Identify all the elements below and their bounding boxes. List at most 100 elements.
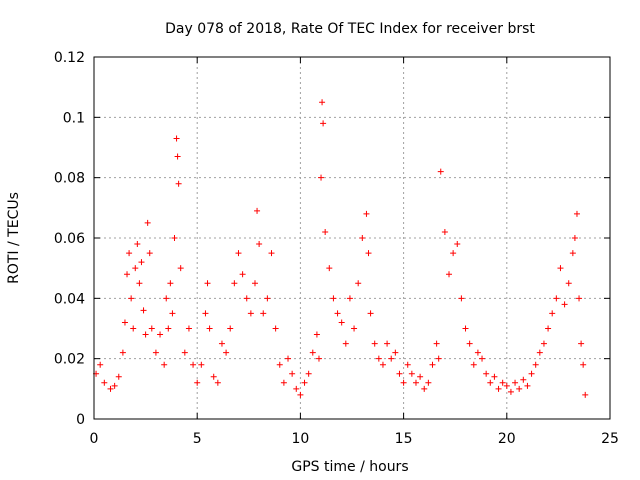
grid-lines (94, 57, 610, 419)
data-point (437, 168, 444, 175)
data-point (107, 385, 114, 392)
y-tick-label: 0.02 (54, 352, 85, 368)
data-point (185, 325, 192, 332)
data-point (342, 340, 349, 347)
data-point (408, 370, 415, 377)
data-point (305, 370, 312, 377)
data-point (206, 325, 213, 332)
data-point (264, 295, 271, 302)
data-point (367, 310, 374, 317)
data-point (346, 295, 353, 302)
data-point (175, 180, 182, 187)
data-point (375, 355, 382, 362)
data-point (429, 361, 436, 368)
data-point (315, 355, 322, 362)
data-point (101, 379, 108, 386)
data-point (190, 361, 197, 368)
data-point (330, 295, 337, 302)
data-point (243, 295, 250, 302)
data-point (495, 385, 502, 392)
data-point (115, 373, 122, 380)
data-point (487, 379, 494, 386)
data-point (174, 153, 181, 160)
data-point (119, 349, 126, 356)
x-axis-label: GPS time / hours (291, 459, 408, 475)
data-point (177, 265, 184, 272)
data-point (371, 340, 378, 347)
data-point (576, 295, 583, 302)
data-point (289, 370, 296, 377)
data-point (571, 235, 578, 241)
data-point (309, 349, 316, 356)
data-point (446, 271, 453, 278)
data-point (379, 361, 386, 368)
data-point (134, 241, 141, 248)
data-point (549, 310, 556, 317)
data-point (126, 250, 133, 257)
data-point (214, 379, 221, 386)
data-point (136, 280, 143, 287)
data-point (421, 385, 428, 392)
data-point (254, 207, 261, 214)
data-point (167, 280, 174, 287)
data-point (165, 325, 172, 332)
data-point (507, 388, 514, 395)
y-tick-label: 0.06 (54, 231, 85, 247)
axis-ticks: 0 0.02 0.04 0.06 0.08 0.1 0.12 0 5 10 15 20 25 (54, 50, 619, 447)
data-point (458, 295, 465, 302)
data-point (210, 373, 217, 380)
data-point (111, 382, 118, 389)
data-point (169, 310, 176, 317)
x-tick-label: 0 (90, 431, 99, 447)
data-point (355, 280, 362, 287)
data-point (280, 379, 287, 386)
data-point (557, 265, 564, 272)
data-point (293, 385, 300, 392)
data-point (359, 235, 366, 241)
data-point (479, 355, 486, 362)
y-tick-label: 0.08 (54, 171, 85, 187)
y-tick-label: 0.04 (54, 291, 85, 307)
data-point (580, 361, 587, 368)
data-point (474, 349, 481, 356)
data-point (483, 370, 490, 377)
data-point (532, 361, 539, 368)
data-point (441, 228, 448, 235)
data-point (140, 307, 147, 314)
data-point (516, 385, 523, 392)
data-point (297, 391, 304, 398)
data-point (223, 349, 230, 356)
data-point (334, 310, 341, 317)
data-point (251, 280, 258, 287)
data-point (318, 174, 325, 181)
data-point (404, 361, 411, 368)
data-point (363, 210, 370, 217)
data-point (130, 325, 137, 332)
data-point (338, 319, 345, 326)
data-point (582, 391, 589, 398)
data-point (260, 310, 267, 317)
data-point (181, 349, 188, 356)
data-point (204, 280, 211, 287)
data-point (499, 379, 506, 386)
plot-frame (93, 56, 611, 420)
data-point (124, 271, 131, 278)
data-point (320, 120, 327, 127)
data-point (198, 361, 205, 368)
data-point (319, 99, 326, 106)
data-point (433, 340, 440, 347)
data-point (396, 370, 403, 377)
data-point (231, 280, 238, 287)
data-point (301, 379, 308, 386)
data-point (491, 373, 498, 380)
data-point (256, 241, 263, 248)
data-point (540, 340, 547, 347)
data-point (462, 325, 469, 332)
data-point (97, 361, 104, 368)
x-tick-label: 20 (498, 431, 516, 447)
data-point (569, 250, 576, 257)
data-point (384, 340, 391, 347)
data-point (326, 265, 333, 272)
data-point (512, 379, 519, 386)
